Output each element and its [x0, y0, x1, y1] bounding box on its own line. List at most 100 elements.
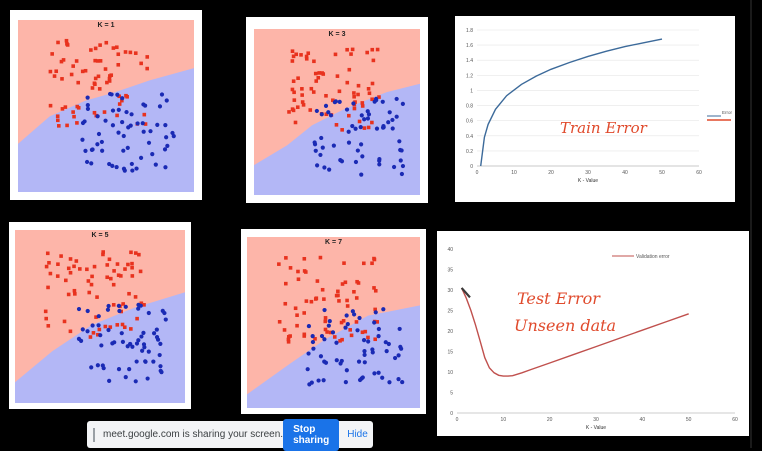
blue-class-point [165, 143, 170, 148]
blue-class-point [100, 363, 105, 368]
red-class-point [277, 262, 281, 266]
x-axis-label: K - Value [586, 425, 606, 431]
blue-class-point [80, 120, 86, 126]
blue-class-point [327, 167, 332, 172]
red-class-point [66, 292, 71, 297]
blue-class-point [358, 125, 363, 130]
red-class-point [97, 87, 102, 91]
red-class-point [286, 337, 291, 342]
red-class-point [63, 105, 68, 109]
blue-class-point [99, 139, 104, 145]
red-class-point [128, 50, 133, 55]
x-tick-label: 10 [511, 170, 517, 176]
x-tick-label: 50 [686, 417, 692, 423]
blue-class-point [95, 142, 100, 147]
red-class-point [372, 256, 376, 261]
blue-class-point [163, 123, 168, 128]
red-class-point [120, 98, 124, 103]
x-tick-label: 10 [501, 417, 507, 423]
red-class-point [117, 94, 121, 99]
y-tick-label: 0 [470, 164, 473, 170]
blue-class-point [343, 380, 348, 385]
blue-class-point [159, 92, 165, 97]
blue-class-point [326, 110, 331, 115]
red-class-point [311, 90, 316, 94]
hide-button[interactable]: Hide [347, 429, 368, 440]
red-class-point [373, 288, 378, 293]
blue-class-point [90, 323, 95, 328]
red-class-point [365, 50, 369, 55]
blue-class-point [353, 126, 358, 131]
x-tick-label: 40 [622, 170, 628, 176]
blue-region [15, 292, 185, 403]
red-class-point [340, 128, 344, 132]
drag-handle-icon[interactable] [93, 427, 95, 442]
red-class-point [98, 43, 102, 47]
red-class-point [360, 101, 365, 105]
knn-panel-title: K = 1 [98, 22, 115, 29]
blue-class-point [98, 333, 103, 338]
red-class-point [334, 123, 339, 127]
red-class-point [96, 74, 101, 79]
red-class-point [108, 276, 113, 281]
blue-class-point [322, 307, 327, 313]
blue-class-point [328, 113, 334, 118]
blue-class-point [116, 303, 121, 308]
y-tick-label: 1 [470, 88, 473, 94]
red-class-point [119, 274, 123, 278]
screen-share-bar: meet.google.com is sharing your screen. … [87, 418, 373, 451]
blue-class-point [390, 117, 395, 123]
blue-class-point [353, 159, 359, 165]
stop-sharing-button[interactable]: Stop sharing [283, 418, 340, 451]
red-class-point [350, 47, 355, 52]
blue-class-point [146, 140, 152, 145]
red-class-point [375, 320, 380, 324]
blue-class-point [350, 309, 355, 314]
red-class-point [300, 87, 304, 91]
y-tick-label: 40 [447, 247, 453, 253]
red-class-point [72, 288, 77, 293]
blue-class-point [381, 124, 386, 129]
red-class-point [370, 47, 375, 52]
blue-class-point [110, 108, 116, 113]
red-class-point [325, 330, 329, 334]
blue-class-point [318, 354, 324, 359]
series-line [460, 287, 689, 377]
red-class-point [137, 252, 141, 257]
blue-class-point [344, 107, 350, 112]
blue-class-point [312, 140, 317, 145]
red-class-point [43, 309, 48, 314]
blue-class-point [89, 161, 94, 166]
knn-panel-k5: K = 5 [9, 222, 191, 409]
blue-class-point [155, 337, 161, 342]
red-class-point [345, 304, 350, 308]
red-class-point [291, 54, 296, 59]
legend-label: Validation error [636, 254, 670, 260]
blue-class-point [164, 98, 169, 103]
red-class-point [320, 71, 324, 75]
red-class-point [78, 267, 82, 271]
red-class-point [111, 303, 116, 307]
red-class-point [129, 250, 133, 255]
red-class-point [48, 69, 53, 74]
red-class-point [354, 320, 359, 324]
blue-class-point [398, 158, 403, 163]
x-tick-label: 20 [547, 417, 553, 423]
red-class-point [75, 121, 79, 125]
blue-class-point [106, 327, 111, 333]
blue-class-point [148, 129, 153, 134]
red-class-point [352, 289, 356, 294]
red-class-point [293, 306, 298, 311]
blue-class-point [322, 165, 327, 170]
blue-class-point [397, 139, 402, 144]
red-class-point [135, 316, 139, 321]
legend-label: Error [722, 110, 733, 115]
y-tick-label: 15 [447, 350, 453, 356]
blue-class-point [377, 157, 382, 162]
blue-class-point [134, 166, 139, 171]
blue-class-point [85, 308, 90, 314]
red-class-point [306, 51, 311, 56]
blue-class-point [346, 140, 352, 145]
blue-class-point [139, 334, 144, 339]
red-class-point [68, 270, 73, 275]
